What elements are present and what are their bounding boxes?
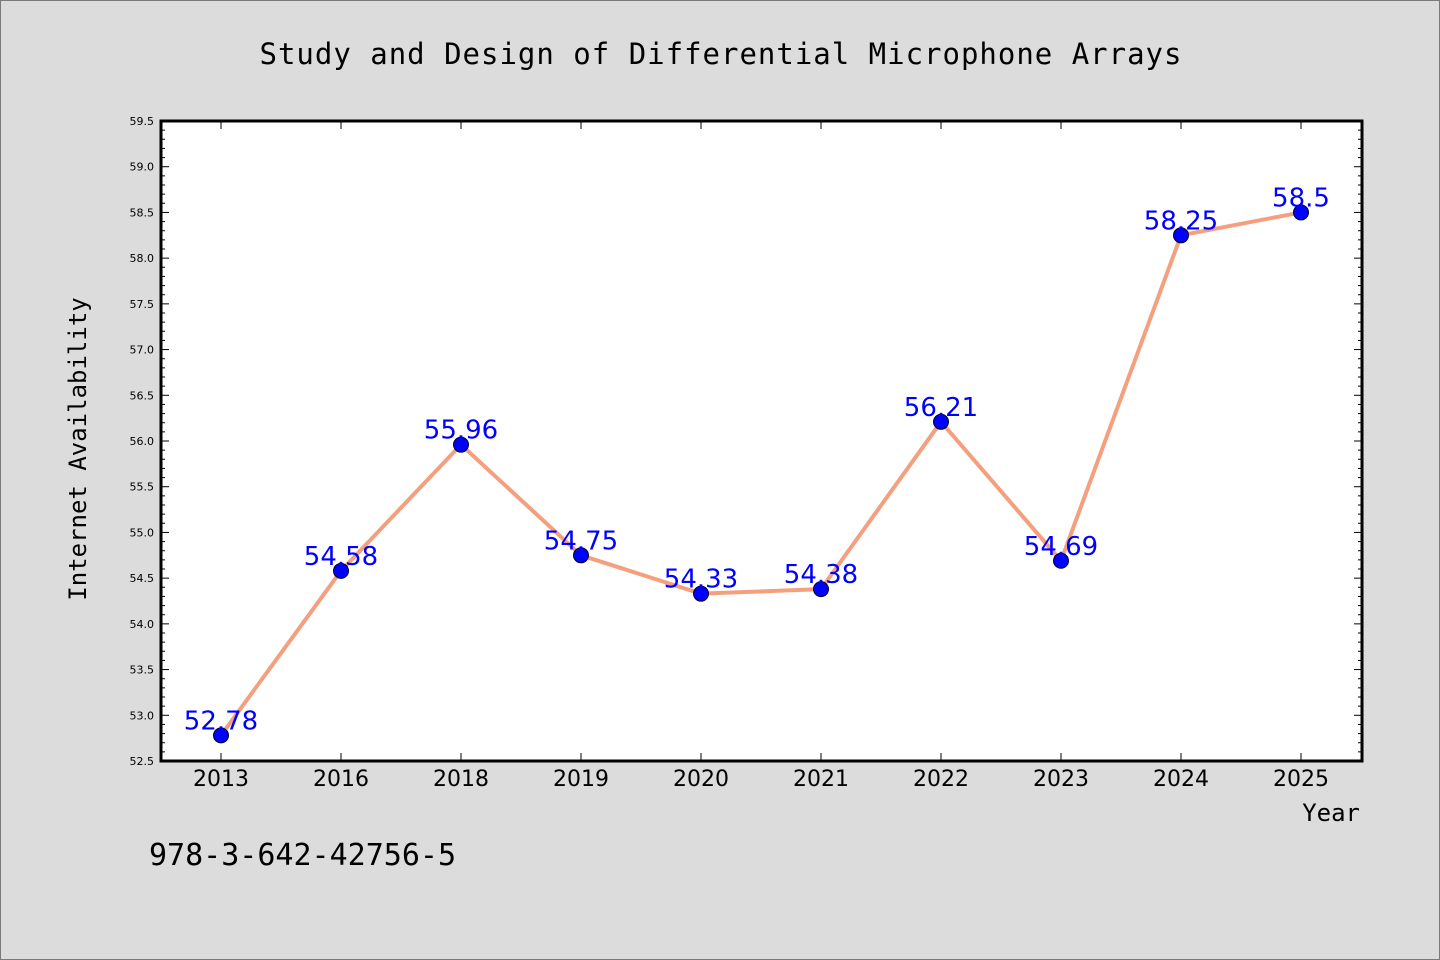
x-tick-label: 2021: [793, 767, 849, 792]
data-label: 54.75: [544, 526, 618, 556]
data-point: [453, 436, 469, 453]
y-tick-label: 56.0: [130, 435, 155, 448]
data-label: 55.96: [424, 416, 498, 446]
y-tick-label: 54.0: [130, 618, 155, 631]
data-point: [333, 562, 349, 579]
x-tick-label: 2025: [1273, 767, 1329, 792]
y-tick-label: 55.0: [130, 526, 155, 539]
data-point: [1173, 227, 1189, 244]
x-tick-label: 2013: [193, 767, 249, 792]
series-layer: 52.78 54.58 55.96 54.75 54.33 54.38 56.21 54.69…: [184, 183, 1330, 744]
data-label: 54.38: [784, 560, 858, 590]
data-label: 58.25: [1144, 206, 1218, 236]
data-point: [1293, 204, 1309, 221]
x-tick-label: 2016: [313, 767, 369, 792]
x-tick-label: 2019: [553, 767, 609, 792]
data-label: 58.5: [1272, 183, 1330, 213]
plot-frame: [159, 119, 1364, 763]
y-tick-label: 59.0: [130, 161, 155, 174]
data-label: 54.58: [304, 542, 378, 572]
data-point: [693, 585, 709, 602]
x-tick-label: 2018: [433, 767, 489, 792]
y-tick-label: 57.0: [130, 344, 155, 357]
y-tick-label: 57.5: [130, 298, 155, 311]
y-tick-label: 56.5: [130, 389, 155, 402]
x-tick-label: 2024: [1153, 767, 1209, 792]
series-line: [219, 210, 1302, 737]
footer-isbn: 978-3-642-42756-5: [149, 838, 456, 873]
y-tick-label: 55.5: [130, 481, 155, 494]
data-label: 54.33: [664, 565, 738, 595]
x-tick-label: 2023: [1033, 767, 1089, 792]
data-label: 52.78: [184, 706, 258, 736]
data-label: 56.21: [904, 393, 978, 423]
axis-ticks: 52.5 53.0 53.5 54.0 54.5 55.0 55.5 56.0 56.5 57.0…: [130, 115, 1362, 792]
x-tick-label: 2020: [673, 767, 729, 792]
x-tick-label: 2022: [913, 767, 969, 792]
plot-area: [161, 121, 1362, 761]
chart-title: Study and Design of Differential Microph…: [260, 37, 1183, 71]
y-tick-label: 52.5: [130, 755, 155, 768]
y-axis-label: Internet Availability: [64, 297, 92, 600]
data-point: [1053, 552, 1069, 569]
x-axis-label: Year: [1302, 799, 1360, 827]
data-point: [813, 581, 829, 598]
data-point: [213, 727, 229, 744]
y-tick-label: 59.5: [130, 115, 155, 128]
data-point: [933, 413, 949, 430]
data-label: 54.69: [1024, 532, 1098, 562]
data-point: [573, 547, 589, 564]
y-tick-label: 54.5: [130, 572, 155, 585]
y-tick-label: 58.0: [130, 252, 155, 265]
y-tick-label: 58.5: [130, 206, 155, 219]
y-tick-label: 53.5: [130, 664, 155, 677]
y-tick-label: 53.0: [130, 709, 155, 722]
